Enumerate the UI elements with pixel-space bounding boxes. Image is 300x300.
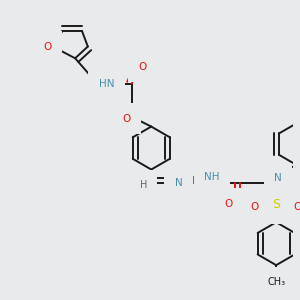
Text: O: O bbox=[250, 202, 259, 212]
Text: CH₃: CH₃ bbox=[267, 277, 285, 287]
Text: O: O bbox=[224, 199, 232, 209]
Text: S: S bbox=[272, 198, 280, 211]
Text: O: O bbox=[293, 202, 300, 212]
Text: NH: NH bbox=[204, 172, 220, 182]
Text: HN: HN bbox=[99, 79, 114, 88]
Text: N: N bbox=[274, 173, 282, 183]
Text: H: H bbox=[193, 176, 200, 186]
Text: O: O bbox=[123, 114, 131, 124]
Text: N: N bbox=[175, 178, 182, 188]
Text: H: H bbox=[140, 180, 147, 190]
Text: O: O bbox=[138, 62, 147, 72]
Text: O: O bbox=[44, 42, 52, 52]
